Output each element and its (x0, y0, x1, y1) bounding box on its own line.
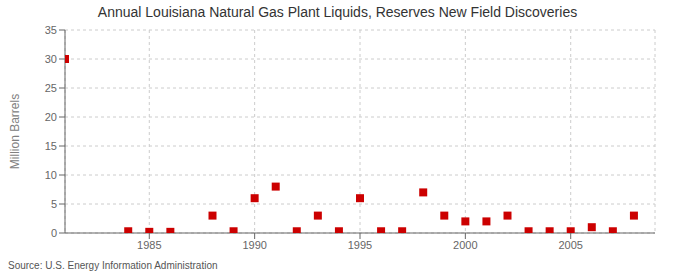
svg-text:10: 10 (45, 169, 57, 181)
svg-text:0: 0 (51, 227, 57, 239)
svg-text:2005: 2005 (558, 239, 582, 251)
svg-text:25: 25 (45, 82, 57, 94)
html-text:Annual Louisiana Natural Gas P: Annual Louisiana Natural Gas Plant Liqui… (97, 4, 578, 20)
svg-text:Million Barrels: Million Barrels (8, 94, 22, 169)
svg-text:5: 5 (51, 198, 57, 210)
svg-text:1990: 1990 (242, 239, 266, 251)
svg-text:30: 30 (45, 53, 57, 65)
svg-text:35: 35 (45, 24, 57, 36)
html-text:Source: U.S. Energy Informatio: Source: U.S. Energy Information Administ… (8, 260, 218, 271)
svg-text:1985: 1985 (137, 239, 161, 251)
svg-text:2000: 2000 (453, 239, 477, 251)
svg-text:15: 15 (45, 140, 57, 152)
svg-text:20: 20 (45, 111, 57, 123)
svg-text:1995: 1995 (348, 239, 372, 251)
